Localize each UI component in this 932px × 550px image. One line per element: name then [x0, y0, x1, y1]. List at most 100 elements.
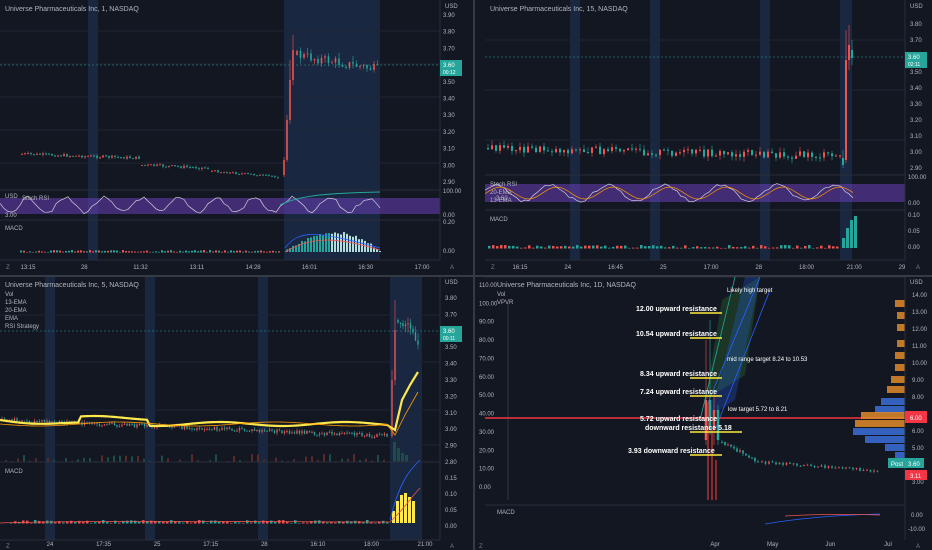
macd-bar — [752, 245, 755, 249]
candle — [263, 430, 266, 432]
candle — [373, 63, 375, 70]
candle — [579, 149, 581, 151]
price-tick: 3.10 — [443, 147, 455, 153]
volume-bar — [191, 454, 193, 462]
macd-bar — [194, 250, 196, 253]
panel-1min[interactable]: Universe Pharmaceuticals Inc, 1, NASDAQ … — [0, 0, 462, 271]
macd-bar — [628, 247, 631, 249]
candle — [123, 423, 126, 425]
vp-row — [881, 398, 905, 405]
macd-bar — [496, 246, 499, 249]
candle — [204, 167, 206, 169]
macd-bar — [304, 241, 306, 252]
macd-bar — [194, 521, 197, 524]
macd-bar — [290, 522, 293, 524]
panel-1day[interactable]: Universe Pharmaceuticals Inc, 1D, NASDAQ… — [479, 276, 928, 550]
macd-bar — [319, 234, 321, 252]
candle — [775, 462, 777, 465]
macd-bar — [74, 521, 77, 524]
macd-bar — [77, 250, 79, 253]
macd-bar — [209, 250, 211, 253]
candle — [747, 150, 749, 152]
price-tick: 3.00 — [445, 427, 457, 433]
volume-bar — [405, 455, 408, 462]
candle — [414, 332, 417, 341]
vp-row — [897, 312, 905, 319]
macd-bar — [174, 521, 177, 524]
candle — [571, 149, 573, 154]
candle — [507, 145, 509, 148]
vp-row — [895, 352, 905, 359]
macd-line — [284, 234, 381, 249]
macd-bar — [226, 521, 229, 524]
macd-bar — [230, 522, 233, 524]
candle — [376, 63, 379, 65]
candle — [394, 330, 396, 380]
candle — [229, 172, 231, 174]
macd-bar — [154, 520, 157, 524]
candle — [303, 54, 305, 58]
annotation-label: low target 5.72 to 8.21 — [728, 407, 788, 413]
stoch-line — [484, 183, 854, 203]
candle — [111, 155, 113, 158]
macd-bar — [134, 520, 137, 524]
price-tick: 3.20 — [910, 118, 922, 124]
macd-bar — [65, 250, 67, 253]
macd-bar — [134, 251, 136, 253]
macd-bar — [188, 251, 190, 253]
volume-bar — [89, 458, 91, 462]
macd-bar — [337, 233, 339, 252]
candle — [241, 428, 243, 430]
volume-bar — [257, 454, 259, 462]
candle — [153, 164, 155, 166]
candle — [371, 436, 373, 438]
candle — [246, 430, 248, 432]
candle — [321, 433, 323, 435]
macd-bar — [764, 246, 767, 249]
candle — [165, 166, 167, 168]
panel-5min[interactable]: Universe Pharmaceuticals Inc, 5, NASDAQ … — [0, 277, 462, 550]
candle — [635, 148, 637, 150]
candle — [132, 158, 134, 160]
indicator-vpvr: VPVR — [497, 300, 514, 306]
volume-bar — [365, 458, 367, 462]
macd-bar — [137, 251, 139, 253]
macd-bar — [90, 522, 93, 524]
candle — [338, 433, 341, 436]
macd-bar — [664, 247, 667, 249]
macd-bar — [836, 246, 839, 249]
price-tick: 2.90 — [445, 444, 457, 450]
macd-bar — [788, 245, 791, 249]
volume-bar — [335, 460, 337, 462]
time-axis: 24 17:35 25 17:15 28 16:10 18:00 21:00 — [47, 542, 434, 548]
volume-bar — [149, 460, 151, 462]
candle — [381, 434, 383, 436]
candle — [623, 150, 625, 152]
candle — [399, 322, 402, 324]
macd-bar — [29, 251, 31, 253]
candle — [311, 431, 313, 433]
candle — [567, 150, 569, 154]
macd-bar — [349, 235, 351, 252]
candle — [817, 466, 819, 468]
volume-bar — [137, 455, 139, 462]
last-price: 3.60 — [443, 63, 455, 69]
candle — [543, 146, 545, 151]
macd-bar — [322, 521, 325, 524]
candle — [53, 421, 56, 423]
candle — [699, 149, 701, 151]
macd-bar — [263, 251, 265, 253]
macd-bar — [86, 251, 88, 253]
price-tick: 14.00 — [912, 293, 928, 299]
macd-bar — [632, 247, 635, 249]
macd-bar — [143, 251, 145, 253]
panel-15min[interactable]: Universe Pharmaceuticals Inc, 15, NASDAQ… — [484, 0, 927, 271]
macd-bar — [346, 233, 348, 252]
candle — [278, 429, 281, 431]
price-tick: 3.00 — [912, 480, 924, 486]
macd-bar — [197, 251, 199, 253]
candle — [271, 429, 273, 431]
candle — [232, 172, 234, 174]
price-tick: 2.90 — [910, 166, 922, 172]
session-band — [45, 277, 55, 540]
